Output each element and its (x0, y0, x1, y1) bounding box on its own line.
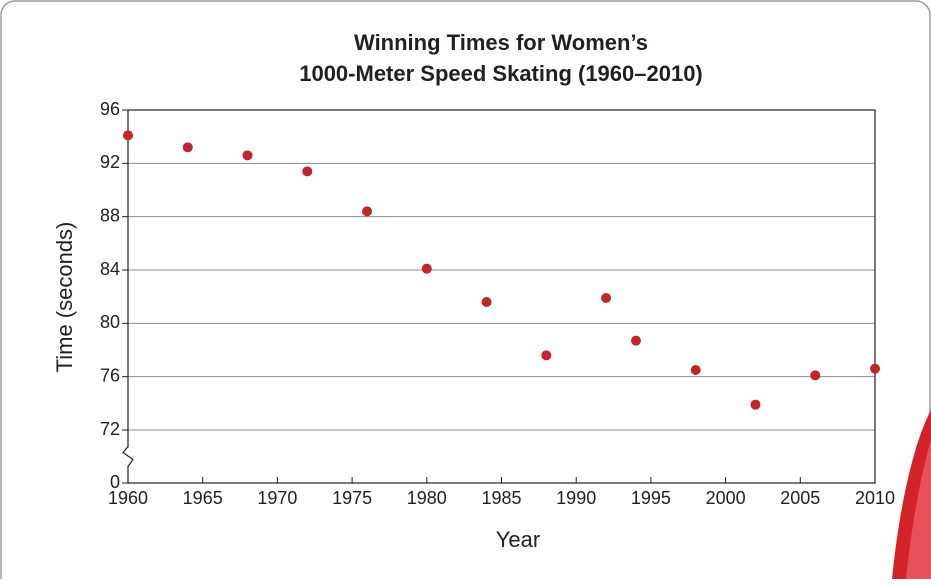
x-tick-label: 1975 (332, 488, 372, 508)
y-tick-label: 96 (100, 99, 120, 119)
data-point (243, 150, 253, 160)
data-point (810, 370, 820, 380)
x-axis-label: Year (496, 527, 540, 552)
data-point (123, 130, 133, 140)
data-point (183, 142, 193, 152)
data-point (691, 365, 701, 375)
data-point (870, 364, 880, 374)
x-tick-label: 2000 (706, 488, 746, 508)
x-tick-label: 1990 (556, 488, 596, 508)
x-tick-label: 2010 (855, 488, 895, 508)
x-tick-label: 1980 (407, 488, 447, 508)
chart: Winning Times for Women’s 1000-Meter Spe… (0, 0, 931, 579)
data-point (541, 350, 551, 360)
x-tick-label: 1985 (481, 488, 521, 508)
y-tick-label: 76 (100, 365, 120, 385)
chart-title: 1000-Meter Speed Skating (1960–2010) (299, 61, 703, 86)
data-point (750, 400, 760, 410)
data-point (482, 297, 492, 307)
x-tick-label: 1960 (108, 488, 148, 508)
y-tick-label: 72 (100, 419, 120, 439)
chart-title: Winning Times for Women’s (354, 30, 648, 55)
data-point (302, 166, 312, 176)
x-tick-label: 1995 (631, 488, 671, 508)
y-tick-label: 80 (100, 312, 120, 332)
x-tick-label: 1965 (183, 488, 223, 508)
y-tick-label: 92 (100, 152, 120, 172)
y-tick-label: 88 (100, 205, 120, 225)
data-point (601, 293, 611, 303)
x-tick-label: 2005 (780, 488, 820, 508)
data-point (631, 336, 641, 346)
y-tick-label: 84 (100, 259, 120, 279)
data-point (362, 206, 372, 216)
x-tick-label: 1970 (257, 488, 297, 508)
data-point (422, 264, 432, 274)
y-axis-label: Time (seconds) (52, 222, 77, 373)
